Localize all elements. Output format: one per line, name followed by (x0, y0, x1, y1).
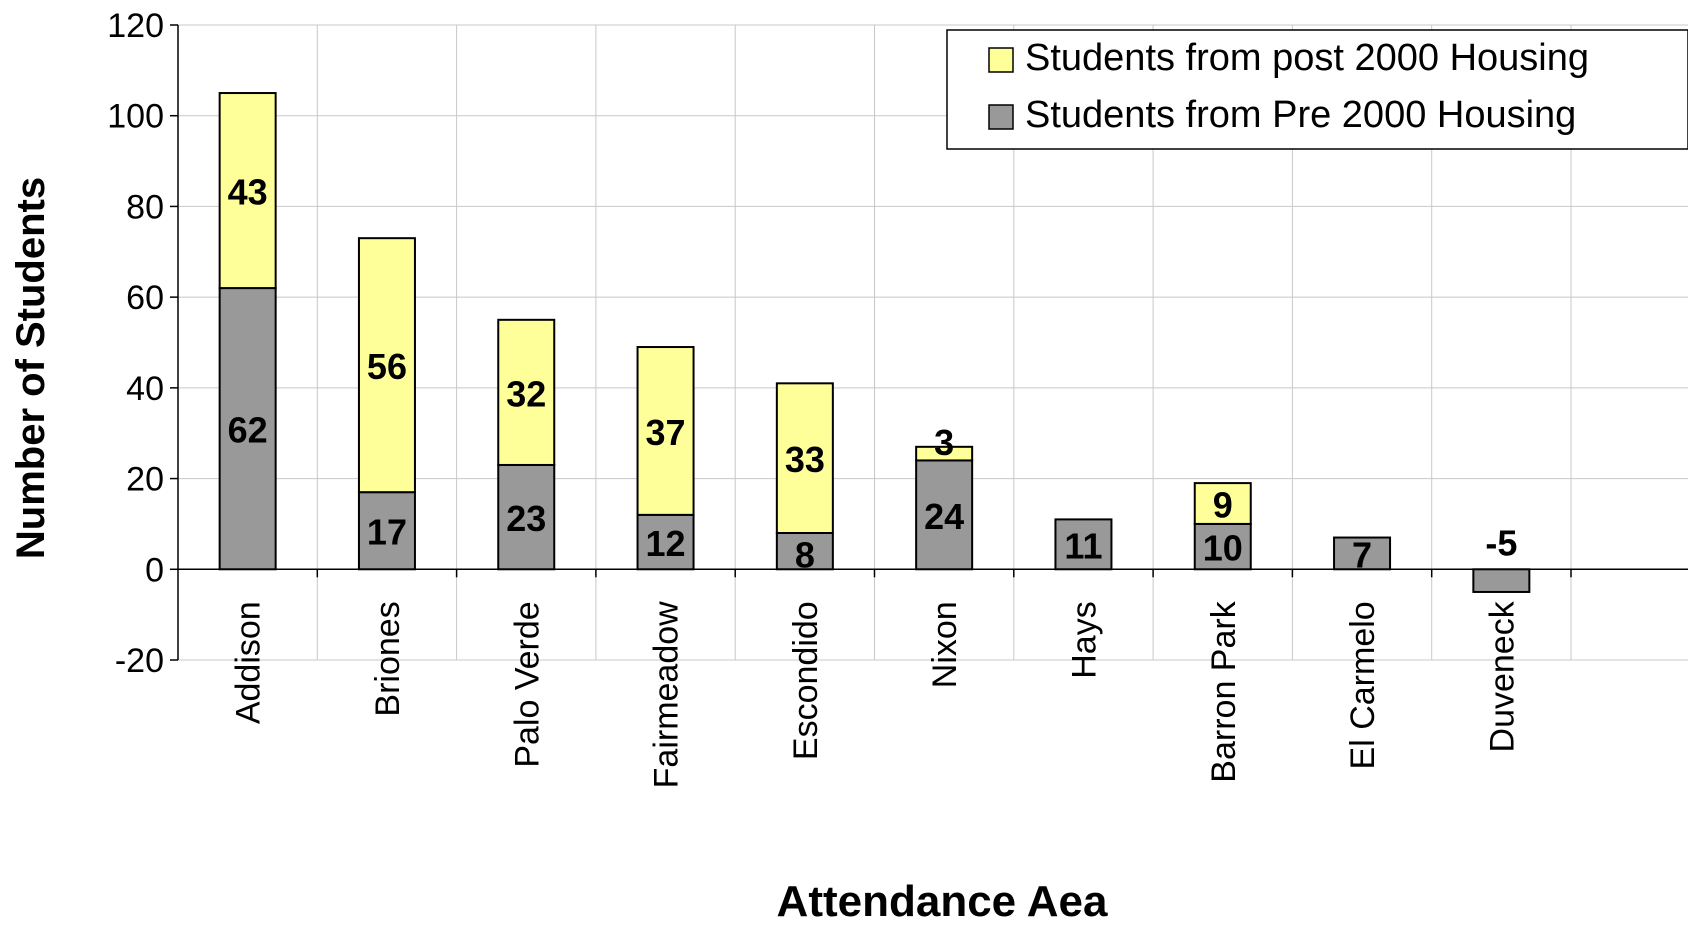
data-label-pre-2000: -5 (1485, 522, 1517, 563)
legend-entry: Students from post 2000 Housing (1025, 37, 1589, 79)
bar-pre-2000 (1193, 522, 1252, 571)
data-label-pre-2000: 23 (506, 498, 546, 539)
y-tick-label: 40 (126, 370, 164, 408)
grid-lines (178, 24, 1688, 661)
y-tick-label: 100 (107, 98, 164, 136)
bar-post-2000 (775, 382, 834, 535)
x-tick-label: Hays (1065, 601, 1103, 678)
x-tick-label: Duveneck (1483, 600, 1521, 752)
y-tick-label: 60 (126, 279, 164, 317)
data-label-pre-2000: 8 (795, 534, 815, 575)
bar-post-2000 (497, 318, 556, 466)
data-label-post-2000: 9 (1213, 485, 1233, 526)
data-label-pre-2000: 24 (924, 496, 964, 537)
x-tick-label: Palo Verde (508, 601, 546, 767)
data-label-pre-2000: 10 (1203, 528, 1243, 569)
bar-pre-2000 (1054, 518, 1113, 571)
bar-pre-2000 (636, 513, 695, 571)
y-tick-labels: -20 0 20 40 60 80 100 120 (107, 7, 164, 680)
bar-pre-2000 (1472, 568, 1531, 593)
bar-pre-2000 (775, 532, 834, 571)
data-label-post-2000: 3 (934, 422, 954, 463)
bar-post-2000 (357, 237, 416, 494)
bar-post-2000 (915, 445, 974, 462)
x-tick-label: Addison (230, 601, 268, 724)
x-tick-label: Briones (369, 601, 407, 716)
data-labels: 43 62 56 17 32 23 37 12 33 8 3 24 11 910 7 -5 (228, 172, 1518, 576)
data-label-pre-2000: 17 (367, 512, 407, 553)
x-tick-label: Nixon (926, 601, 964, 688)
x-tick-labels: Addison Briones Palo Verde Fairmeadow Escond… (230, 600, 1522, 788)
x-tick-label: Escondido (787, 601, 825, 760)
legend-box (946, 29, 1688, 150)
y-tick-label: 0 (145, 551, 164, 589)
bars (218, 92, 1531, 593)
y-tick-label: 20 (126, 461, 164, 499)
data-label-pre-2000: 7 (1352, 534, 1372, 575)
y-tick-label: 120 (107, 7, 164, 45)
y-tick-label: -20 (115, 642, 164, 680)
bar-post-2000 (1193, 482, 1252, 525)
data-label-pre-2000: 62 (228, 410, 268, 451)
data-label-post-2000: 32 (506, 373, 546, 414)
x-axis-title: Attendance Aea (777, 877, 1108, 926)
data-label-post-2000: 43 (228, 172, 268, 213)
y-axis-title: Number of Students (9, 177, 53, 559)
legend: Students from post 2000 Housing Students … (946, 29, 1688, 150)
x-tick-label: Barron Park (1205, 600, 1243, 782)
bar-post-2000 (218, 92, 277, 290)
bar-pre-2000 (1333, 536, 1392, 571)
bar-post-2000 (636, 346, 695, 516)
data-label-post-2000: 37 (646, 412, 686, 453)
data-label-post-2000: 56 (367, 346, 407, 387)
y-tick-label: 80 (126, 188, 164, 226)
bar-pre-2000 (497, 463, 556, 571)
legend-swatch (988, 47, 1014, 73)
x-tick-label: El Carmelo (1344, 601, 1382, 769)
legend-swatch (988, 104, 1014, 130)
data-label-post-2000: 33 (785, 439, 825, 480)
data-label-pre-2000: 11 (1064, 525, 1102, 566)
legend-entry: Students from Pre 2000 Housing (1025, 94, 1576, 136)
x-tick-label: Fairmeadow (648, 601, 686, 789)
data-label-pre-2000: 12 (646, 523, 686, 564)
